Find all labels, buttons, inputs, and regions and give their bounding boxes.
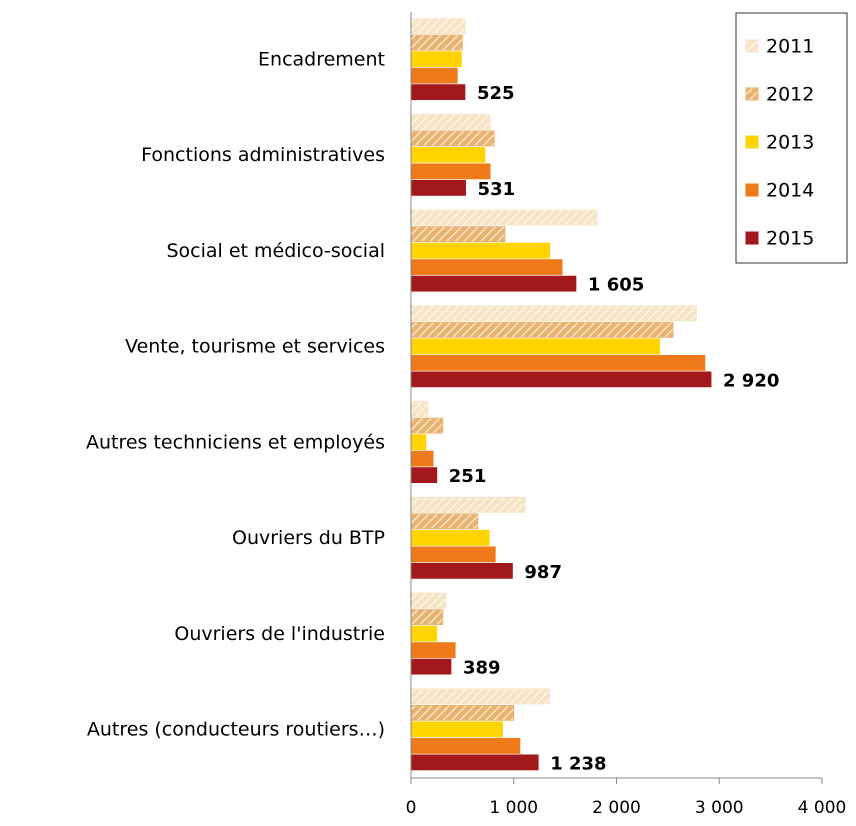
bar	[410, 305, 698, 322]
bar	[410, 163, 491, 180]
value-label: 251	[449, 466, 487, 487]
x-tick-label: 4 000	[798, 798, 847, 818]
bar	[410, 625, 438, 642]
bar	[410, 242, 551, 259]
x-tick-label: 2 000	[592, 798, 641, 818]
bar	[410, 146, 486, 163]
legend-label: 2013	[766, 132, 814, 154]
legend-label: 2012	[766, 84, 814, 106]
value-label: 1 605	[588, 275, 644, 296]
value-label: 531	[478, 179, 516, 200]
bar	[410, 417, 444, 434]
legend-swatch	[745, 231, 759, 245]
category-label: Ouvriers du BTP	[232, 527, 385, 549]
bar	[410, 434, 427, 451]
legend-swatch	[745, 183, 759, 197]
bar	[410, 658, 452, 675]
bar	[410, 113, 491, 130]
bar	[410, 496, 526, 513]
bar	[410, 209, 598, 226]
bar	[410, 642, 456, 659]
bar	[410, 226, 506, 243]
x-tick-label: 3 000	[695, 798, 744, 818]
bar	[410, 529, 490, 546]
bar	[410, 467, 438, 484]
category-label: Ouvriers de l'industrie	[174, 623, 385, 645]
legend-swatch	[745, 39, 759, 53]
x-tick-label: 0	[406, 798, 417, 818]
bar	[410, 51, 462, 68]
legend-label: 2015	[766, 228, 814, 250]
value-label: 389	[463, 658, 501, 679]
bar	[410, 18, 466, 35]
bar	[410, 67, 458, 84]
bar	[410, 592, 447, 609]
legend-box	[735, 12, 848, 264]
value-label: 1 238	[550, 753, 606, 774]
bar	[410, 179, 466, 196]
legend-label: 2014	[766, 180, 814, 202]
value-label: 987	[524, 562, 562, 583]
x-tick-label: 1 000	[489, 798, 538, 818]
category-label: Autres (conducteurs routiers…)	[87, 719, 385, 741]
legend-swatch	[745, 87, 759, 101]
bar	[410, 34, 463, 51]
bar	[410, 401, 429, 418]
value-label: 525	[477, 83, 515, 104]
bar	[410, 688, 551, 705]
legend-label: 2011	[766, 36, 814, 58]
bar	[410, 546, 496, 563]
category-label: Social et médico-social	[166, 240, 385, 262]
bar	[410, 704, 515, 721]
bar	[410, 721, 503, 738]
bar	[410, 130, 495, 147]
bar	[410, 737, 521, 754]
legend-swatch	[745, 135, 759, 149]
bar	[410, 562, 513, 579]
bar	[410, 371, 712, 388]
bar	[410, 513, 479, 530]
bar	[410, 84, 466, 101]
bar	[410, 321, 674, 338]
value-label: 2 920	[723, 370, 779, 391]
bar	[410, 450, 434, 467]
category-label: Vente, tourisme et services	[125, 336, 385, 358]
bar	[410, 275, 577, 292]
bar	[410, 354, 706, 371]
category-label: Fonctions administratives	[141, 144, 385, 166]
bar	[410, 338, 661, 355]
bar	[410, 609, 444, 626]
bar	[410, 754, 539, 771]
bar	[410, 259, 563, 276]
category-label: Encadrement	[258, 48, 385, 70]
category-label: Autres techniciens et employés	[86, 431, 385, 453]
